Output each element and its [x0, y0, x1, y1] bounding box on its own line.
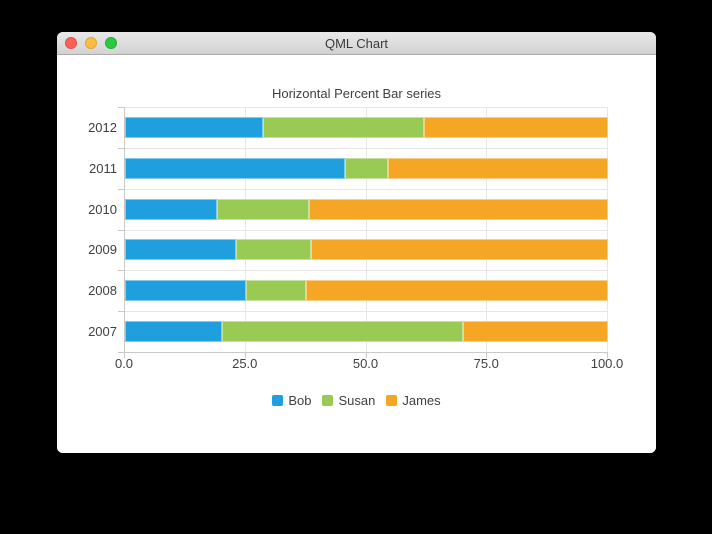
bar-segment-bob [125, 116, 263, 138]
x-tick-mark [607, 353, 608, 358]
category-label: 2010 [88, 201, 117, 217]
legend-item: James [386, 393, 441, 408]
bar-segment-bob [125, 280, 246, 302]
bar-segment-susan [263, 116, 424, 138]
close-button[interactable] [65, 37, 77, 49]
bar-segment-bob [125, 157, 345, 179]
window-title: QML Chart [324, 35, 389, 51]
grid-line-horizontal [125, 147, 608, 149]
bar-segment-james [309, 198, 608, 220]
x-tick-mark [124, 353, 125, 358]
y-tick-mark [118, 188, 124, 190]
x-tick-mark [365, 353, 367, 358]
grid-line-vertical [365, 107, 367, 352]
x-tick-label: 75.0 [473, 356, 499, 371]
legend-marker-james [386, 395, 398, 406]
stacked-bar [125, 157, 608, 179]
bar-segment-susan [344, 157, 389, 179]
chart-area: Horizontal Percent Bar series 2012 2011 20… [57, 55, 656, 453]
category-label: 2011 [89, 160, 117, 176]
category-label: 2007 [88, 324, 117, 340]
bar-segment-bob [125, 198, 217, 220]
legend-label: Susan [338, 393, 376, 408]
bar-row [125, 148, 608, 189]
grid-line-horizontal [125, 270, 608, 272]
x-axis-ticks [124, 353, 608, 358]
x-axis-labels: 0.0 25.0 50.0 75.0 100.0 [115, 356, 623, 371]
y-tick-mark [118, 229, 124, 231]
x-tick-label: 100.0 [590, 356, 624, 371]
bar-segment-susan [217, 198, 309, 220]
minimize-button[interactable] [85, 37, 97, 49]
traffic-lights [65, 37, 117, 49]
y-tick-mark [118, 270, 124, 272]
category-label: 2008 [88, 283, 117, 299]
x-tick-label: 25.0 [232, 356, 258, 371]
category-label: 2012 [88, 119, 117, 135]
window-titlebar[interactable]: QML Chart [57, 32, 656, 55]
legend-marker-susan [322, 395, 334, 406]
bar-row [125, 230, 608, 271]
grid-line-horizontal [125, 107, 608, 108]
plot-area [124, 107, 608, 353]
legend: Bob Susan James [57, 393, 656, 408]
legend-label: Bob [288, 393, 312, 408]
stacked-bar [125, 239, 608, 261]
bar-row [125, 189, 608, 230]
grid-line-horizontal [125, 229, 608, 231]
bar-row [125, 311, 608, 352]
x-tick-label: 0.0 [114, 356, 134, 371]
bar-segment-bob [125, 321, 222, 343]
legend-marker-bob [272, 395, 284, 406]
x-tick-label: 50.0 [352, 356, 379, 371]
bar-segment-james [306, 280, 608, 302]
stacked-bar [125, 280, 608, 302]
grid-line-horizontal [125, 188, 608, 190]
legend-label: James [402, 393, 441, 408]
y-tick-mark [118, 107, 124, 108]
grid-line-vertical [244, 107, 246, 352]
y-axis-labels: 2012 2011 2010 2009 2008 2007 [57, 107, 117, 352]
y-tick-mark [118, 311, 124, 313]
bar-row [125, 270, 608, 311]
grid-line-vertical [486, 107, 488, 352]
legend-item: Susan [322, 393, 375, 408]
grid-line-horizontal [125, 311, 608, 313]
bar-segment-susan [245, 280, 307, 302]
y-tick-mark [118, 352, 124, 353]
grid-line-vertical [607, 107, 608, 352]
legend-item: Bob [272, 393, 311, 408]
x-tick-mark [486, 353, 488, 358]
y-tick-mark [118, 147, 124, 149]
bar-segment-james [310, 239, 608, 261]
qml-chart-window: QML Chart Horizontal Percent Bar series … [57, 32, 656, 453]
category-label: 2009 [88, 242, 117, 258]
stacked-bar [125, 321, 608, 343]
y-axis-ticks [118, 107, 124, 353]
bar-segment-bob [125, 239, 237, 261]
bar-row [125, 107, 608, 148]
x-tick-mark [244, 353, 246, 358]
stacked-bar [125, 116, 608, 138]
zoom-button[interactable] [105, 37, 117, 49]
bar-segment-james [423, 116, 608, 138]
stacked-bar [125, 198, 608, 220]
bar-segment-james [388, 157, 608, 179]
chart-title: Horizontal Percent Bar series [271, 86, 442, 101]
bar-segment-james [463, 321, 608, 343]
bar-segment-susan [236, 239, 311, 261]
bar-segment-susan [221, 321, 464, 343]
